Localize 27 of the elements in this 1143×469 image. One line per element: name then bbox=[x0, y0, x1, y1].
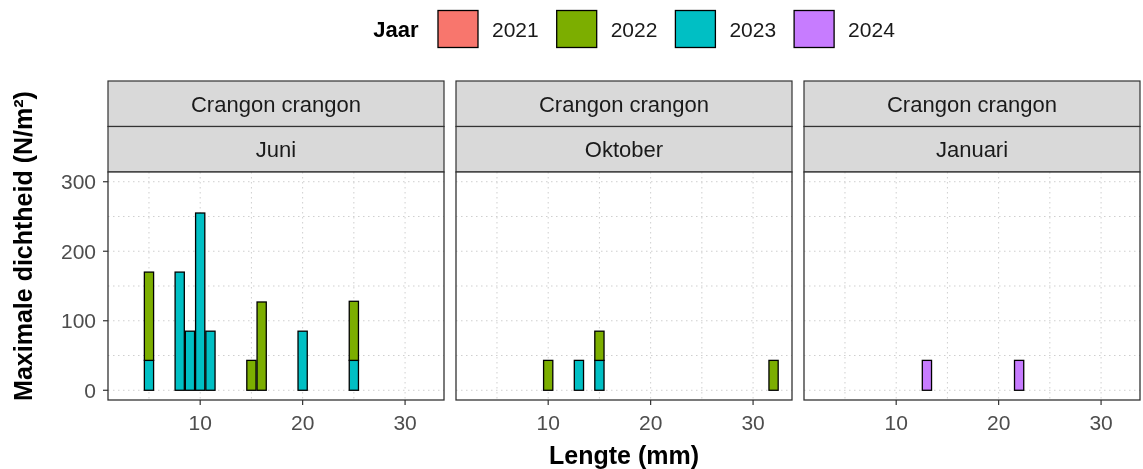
x-tick-label: 20 bbox=[290, 410, 315, 434]
bar bbox=[297, 330, 308, 391]
x-tick-label: 10 bbox=[536, 410, 560, 434]
x-tick-label: 30 bbox=[741, 410, 765, 434]
x-tick-label: 30 bbox=[393, 410, 417, 434]
x-tick-label: 10 bbox=[884, 410, 908, 434]
legend-label: 2024 bbox=[848, 17, 896, 41]
x-tick-label: 30 bbox=[1089, 410, 1113, 434]
x-axis-title: Lengte (mm) bbox=[549, 441, 699, 469]
legend-title: Jaar bbox=[373, 16, 419, 42]
y-tick-label: 300 bbox=[60, 170, 96, 194]
chart-subtitle: Oktober bbox=[584, 136, 664, 162]
chart-title: Crangon crangon bbox=[886, 91, 1058, 117]
x-tick-label: 20 bbox=[638, 410, 663, 434]
legend-label: 2021 bbox=[491, 17, 539, 41]
chart-subtitle: Januari bbox=[935, 136, 1009, 162]
chart-title: Crangon crangon bbox=[190, 91, 362, 117]
y-axis-title: Maximale dichtheid (N/m²) bbox=[9, 91, 37, 401]
legend-label: 2022 bbox=[610, 17, 658, 41]
y-tick-label: 200 bbox=[60, 239, 96, 263]
legend-label: 2023 bbox=[729, 17, 777, 41]
chart-title: Crangon crangon bbox=[538, 91, 710, 117]
x-tick-label: 20 bbox=[986, 410, 1011, 434]
y-tick-label: 0 bbox=[84, 378, 96, 402]
x-tick-label: 10 bbox=[188, 410, 212, 434]
chart-subtitle: Juni bbox=[255, 136, 297, 162]
y-tick-label: 100 bbox=[60, 309, 96, 333]
